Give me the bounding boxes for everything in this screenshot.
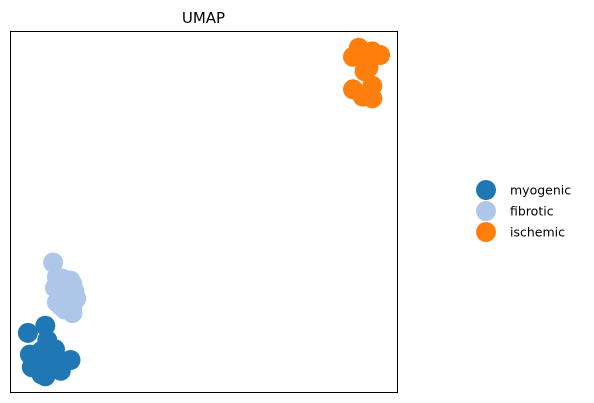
legend-label-ischemic: ischemic	[510, 225, 565, 240]
plot-frame	[10, 31, 398, 393]
point-myogenic-0	[17, 322, 38, 343]
legend-label-myogenic: myogenic	[510, 183, 571, 198]
legend-marker-fibrotic	[476, 201, 496, 221]
point-ischemic-11	[362, 88, 383, 109]
legend: myogenic fibrotic ischemic	[476, 180, 571, 242]
point-myogenic-15	[33, 357, 54, 378]
legend-marker-myogenic	[476, 180, 496, 200]
legend-label-fibrotic: fibrotic	[510, 204, 554, 219]
chart-title: UMAP	[182, 9, 225, 27]
legend-marker-ischemic	[476, 222, 496, 242]
points-layer	[17, 37, 391, 387]
point-fibrotic-30	[62, 274, 83, 295]
point-fibrotic-36	[50, 295, 71, 316]
point-myogenic-13	[60, 350, 81, 370]
point-ischemic-2	[370, 45, 391, 65]
